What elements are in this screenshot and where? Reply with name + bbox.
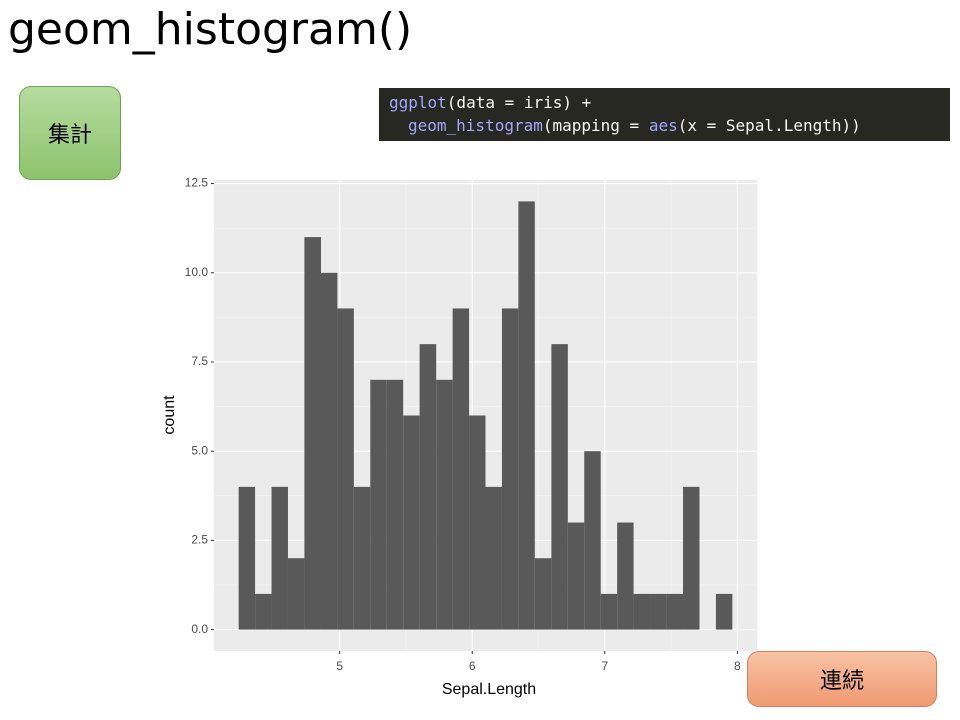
bar bbox=[633, 593, 651, 630]
x-tick-label: 5 bbox=[336, 659, 343, 673]
bar bbox=[386, 379, 404, 630]
code-token: (x = Sepal.Length)) bbox=[677, 116, 861, 135]
code-token: aes bbox=[648, 116, 678, 135]
bar bbox=[485, 486, 502, 630]
bar bbox=[501, 308, 519, 630]
code-line: ggplot(data = iris) + bbox=[389, 91, 940, 114]
bar bbox=[271, 486, 288, 630]
code-block: ggplot(data = iris) + geom_histogram(mapp… bbox=[379, 88, 950, 141]
bar bbox=[304, 237, 321, 630]
bar bbox=[403, 415, 420, 630]
bar bbox=[436, 379, 453, 630]
bar bbox=[452, 308, 470, 630]
slide-title: geom_histogram() bbox=[8, 4, 413, 55]
bar bbox=[255, 593, 272, 630]
bar bbox=[287, 558, 305, 630]
bar bbox=[238, 486, 256, 630]
x-tick-label: 7 bbox=[601, 659, 608, 673]
code-token: (data = iris) + bbox=[446, 93, 592, 112]
bar bbox=[320, 272, 338, 630]
button[interactable]: 集計 bbox=[19, 86, 121, 180]
bar bbox=[715, 593, 733, 630]
bar bbox=[353, 486, 371, 630]
y-tick-label: 5.0 bbox=[191, 443, 208, 457]
x-axis-title: Sepal.Length bbox=[442, 681, 536, 698]
bar bbox=[419, 344, 437, 630]
y-tick-label: 7.5 bbox=[191, 354, 208, 368]
y-tick-label: 12.5 bbox=[185, 176, 209, 190]
bar bbox=[617, 522, 634, 630]
bar bbox=[551, 344, 568, 630]
bar bbox=[534, 558, 552, 630]
bar bbox=[567, 522, 585, 630]
x-tick-label: 6 bbox=[469, 659, 476, 673]
bar bbox=[600, 593, 618, 630]
y-tick-label: 0.0 bbox=[191, 622, 208, 636]
bar bbox=[337, 308, 354, 630]
code-token: geom_histogram bbox=[408, 116, 543, 135]
bar bbox=[469, 415, 486, 630]
y-tick-label: 2.5 bbox=[191, 533, 208, 547]
y-axis-title: count bbox=[161, 395, 178, 435]
code-line: geom_histogram(mapping = aes(x = Sepal.L… bbox=[389, 114, 940, 137]
bar bbox=[518, 201, 535, 630]
bar bbox=[370, 379, 387, 630]
bar bbox=[666, 593, 684, 630]
bar bbox=[650, 593, 667, 630]
y-tick-label: 10.0 bbox=[185, 265, 209, 279]
bar bbox=[584, 451, 601, 630]
code-token: ggplot bbox=[389, 93, 447, 112]
x-tick-label: 8 bbox=[734, 659, 741, 673]
code-token: (mapping = bbox=[542, 116, 649, 135]
bar bbox=[683, 486, 700, 630]
button[interactable]: 連続 bbox=[747, 651, 937, 707]
